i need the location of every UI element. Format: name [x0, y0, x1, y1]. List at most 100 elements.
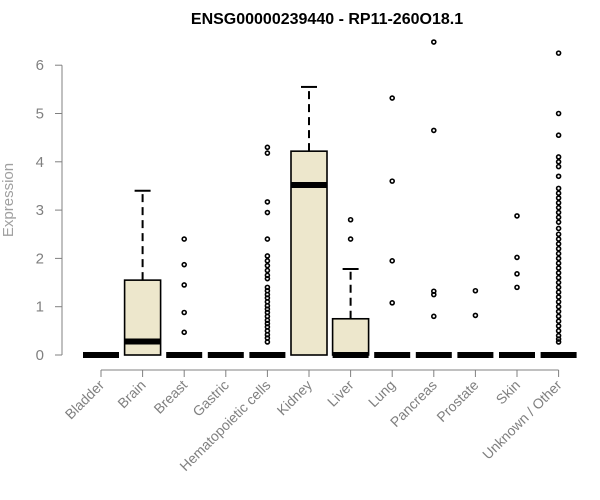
outlier-point: [555, 328, 562, 334]
outlier-point: [264, 339, 271, 345]
y-tick-label: 1: [36, 299, 44, 316]
outlier-point: [555, 110, 562, 117]
y-tick-label: 3: [36, 202, 44, 219]
outlier-point: [430, 127, 437, 134]
outlier-point: [555, 289, 562, 296]
outlier-point: [555, 209, 562, 216]
outlier-point: [555, 336, 562, 342]
outlier-point: [555, 313, 562, 320]
outlier-point: [555, 225, 562, 232]
x-tick-label: Brain: [114, 377, 148, 411]
x-tick-label: Skin: [493, 377, 524, 408]
outlier-point: [555, 154, 562, 160]
outlier-point: [555, 159, 562, 165]
outlier-point: [555, 339, 562, 345]
x-tick-label: Liver: [324, 377, 357, 410]
outlier-point: [555, 132, 562, 139]
outlier-point: [555, 294, 562, 300]
outlier-point: [472, 312, 479, 319]
box-kidney: [290, 85, 328, 356]
chart-title: ENSG00000239440 - RP11-260O18.1: [191, 11, 463, 28]
outlier-point: [514, 284, 520, 291]
outlier-point: [347, 216, 354, 223]
outlier-point: [555, 303, 562, 310]
outlier-point: [389, 178, 396, 184]
outlier-point: [555, 185, 562, 192]
outlier-point: [555, 163, 562, 170]
y-axis-label: Expression: [0, 163, 17, 237]
outlier-point: [264, 209, 271, 216]
outlier-point: [264, 253, 271, 259]
outlier-point: [430, 39, 437, 45]
outlier-point: [514, 271, 520, 277]
y-tick-label: 4: [36, 154, 44, 171]
outlier-point: [555, 279, 562, 286]
outlier-point: [181, 236, 187, 242]
y-tick-label: 5: [36, 106, 44, 123]
outlier-point: [264, 275, 271, 282]
outlier-point: [555, 323, 562, 329]
box-skin: [499, 213, 535, 358]
box-prostate: [457, 287, 494, 358]
outlier-point: [555, 50, 562, 56]
x-tick-label: Prostate: [433, 377, 481, 425]
outlier-point: [555, 204, 562, 211]
outlier-point: [264, 258, 271, 264]
y-tick-label: 6: [36, 57, 44, 74]
box-hematopoietic-cells: [249, 144, 286, 358]
x-tick-label: Breast: [150, 377, 190, 417]
outlier-point: [264, 262, 271, 269]
outlier-point: [264, 267, 271, 274]
outlier-point: [181, 261, 187, 268]
outlier-point: [555, 318, 562, 324]
outlier-point: [347, 236, 354, 242]
outlier-point: [555, 308, 562, 315]
outlier-point: [181, 282, 187, 288]
outlier-point: [181, 309, 187, 316]
box-unknown-other: [540, 50, 577, 358]
outlier-point: [389, 300, 396, 306]
box-brain: [123, 189, 162, 356]
outlier-point: [555, 245, 562, 252]
x-tick-label: Lung: [365, 377, 398, 410]
box-breast: [166, 236, 203, 358]
y-tick-label: 0: [36, 347, 44, 364]
outlier-point: [555, 219, 562, 225]
outlier-point: [181, 329, 187, 336]
box-liver: [331, 216, 370, 358]
outlier-point: [555, 236, 562, 242]
y-tick-label: 2: [36, 250, 44, 267]
outlier-point: [264, 144, 271, 151]
outlier-point: [430, 291, 437, 298]
outlier-point: [555, 250, 562, 257]
x-tick-label: Unknown / Other: [479, 377, 565, 463]
outlier-point: [264, 236, 271, 242]
outlier-point: [555, 190, 562, 196]
box-lung: [374, 95, 411, 358]
outlier-point: [555, 231, 562, 238]
outlier-point: [555, 274, 562, 281]
outlier-point: [555, 241, 562, 247]
outlier-point: [389, 95, 396, 101]
y-axis: 0 1 2 3 4 5 6: [36, 57, 63, 364]
outlier-point: [555, 299, 562, 305]
outlier-point: [555, 255, 562, 262]
box-iqr: [290, 150, 328, 356]
outlier-point: [555, 270, 562, 276]
x-tick-label: Kidney: [274, 377, 316, 419]
outlier-point: [555, 260, 562, 267]
box-pancreas: [415, 39, 452, 358]
outlier-point: [555, 200, 562, 206]
x-tick-label: Bladder: [62, 377, 108, 423]
outlier-point: [430, 313, 437, 320]
outlier-point: [264, 199, 271, 205]
outlier-point: [514, 213, 520, 219]
outlier-point: [555, 214, 562, 221]
box-iqr: [331, 317, 370, 356]
outlier-point: [555, 284, 562, 291]
box-plots: [83, 39, 577, 358]
outlier-point: [472, 287, 479, 294]
outlier-point: [514, 254, 520, 261]
